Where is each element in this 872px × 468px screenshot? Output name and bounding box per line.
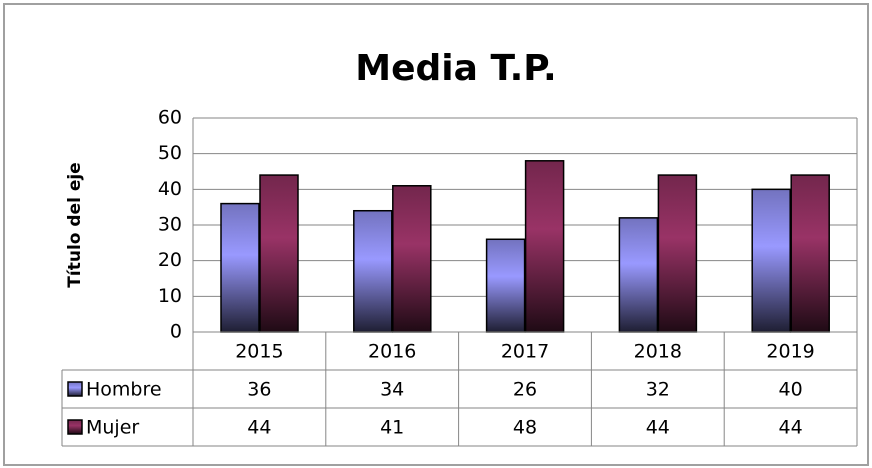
x-tick-label: 2016 — [368, 341, 416, 363]
x-tick-label: 2019 — [766, 341, 814, 363]
bar — [618, 217, 659, 333]
bar — [485, 238, 526, 333]
y-tick-label: 40 — [158, 178, 182, 200]
table-value: 32 — [646, 379, 670, 401]
table-value: 36 — [247, 379, 271, 401]
bar — [790, 174, 830, 333]
table-value: 41 — [380, 417, 404, 439]
table-value: 44 — [646, 417, 670, 439]
table-value: 26 — [513, 379, 537, 401]
table-value: 48 — [513, 417, 537, 439]
y-tick-label: 50 — [158, 142, 182, 164]
bar — [392, 185, 432, 333]
legend-label: Mujer — [86, 417, 139, 439]
table-value: 34 — [380, 379, 404, 401]
bar — [259, 174, 299, 333]
bar — [524, 160, 565, 333]
bar — [657, 174, 698, 333]
y-axis-title: Título del eje — [65, 162, 85, 287]
y-tick-label: 60 — [158, 107, 182, 129]
table-value: 44 — [779, 417, 803, 439]
bar — [353, 209, 393, 333]
bar — [751, 188, 791, 333]
y-tick-label: 10 — [158, 285, 182, 307]
x-tick-label: 2017 — [501, 341, 549, 363]
x-tick-label: 2018 — [634, 341, 682, 363]
y-tick-label: 30 — [158, 214, 182, 236]
legend-label: Hombre — [86, 379, 162, 401]
y-tick-label: 20 — [158, 249, 182, 271]
x-tick-label: 2015 — [235, 341, 283, 363]
legend-key — [67, 381, 83, 397]
table-value: 44 — [247, 417, 271, 439]
legend-key — [67, 419, 83, 435]
table-value: 40 — [779, 379, 803, 401]
y-tick-label: 0 — [170, 321, 182, 343]
bar — [220, 202, 260, 333]
chart-title: Media T.P. — [355, 48, 556, 89]
